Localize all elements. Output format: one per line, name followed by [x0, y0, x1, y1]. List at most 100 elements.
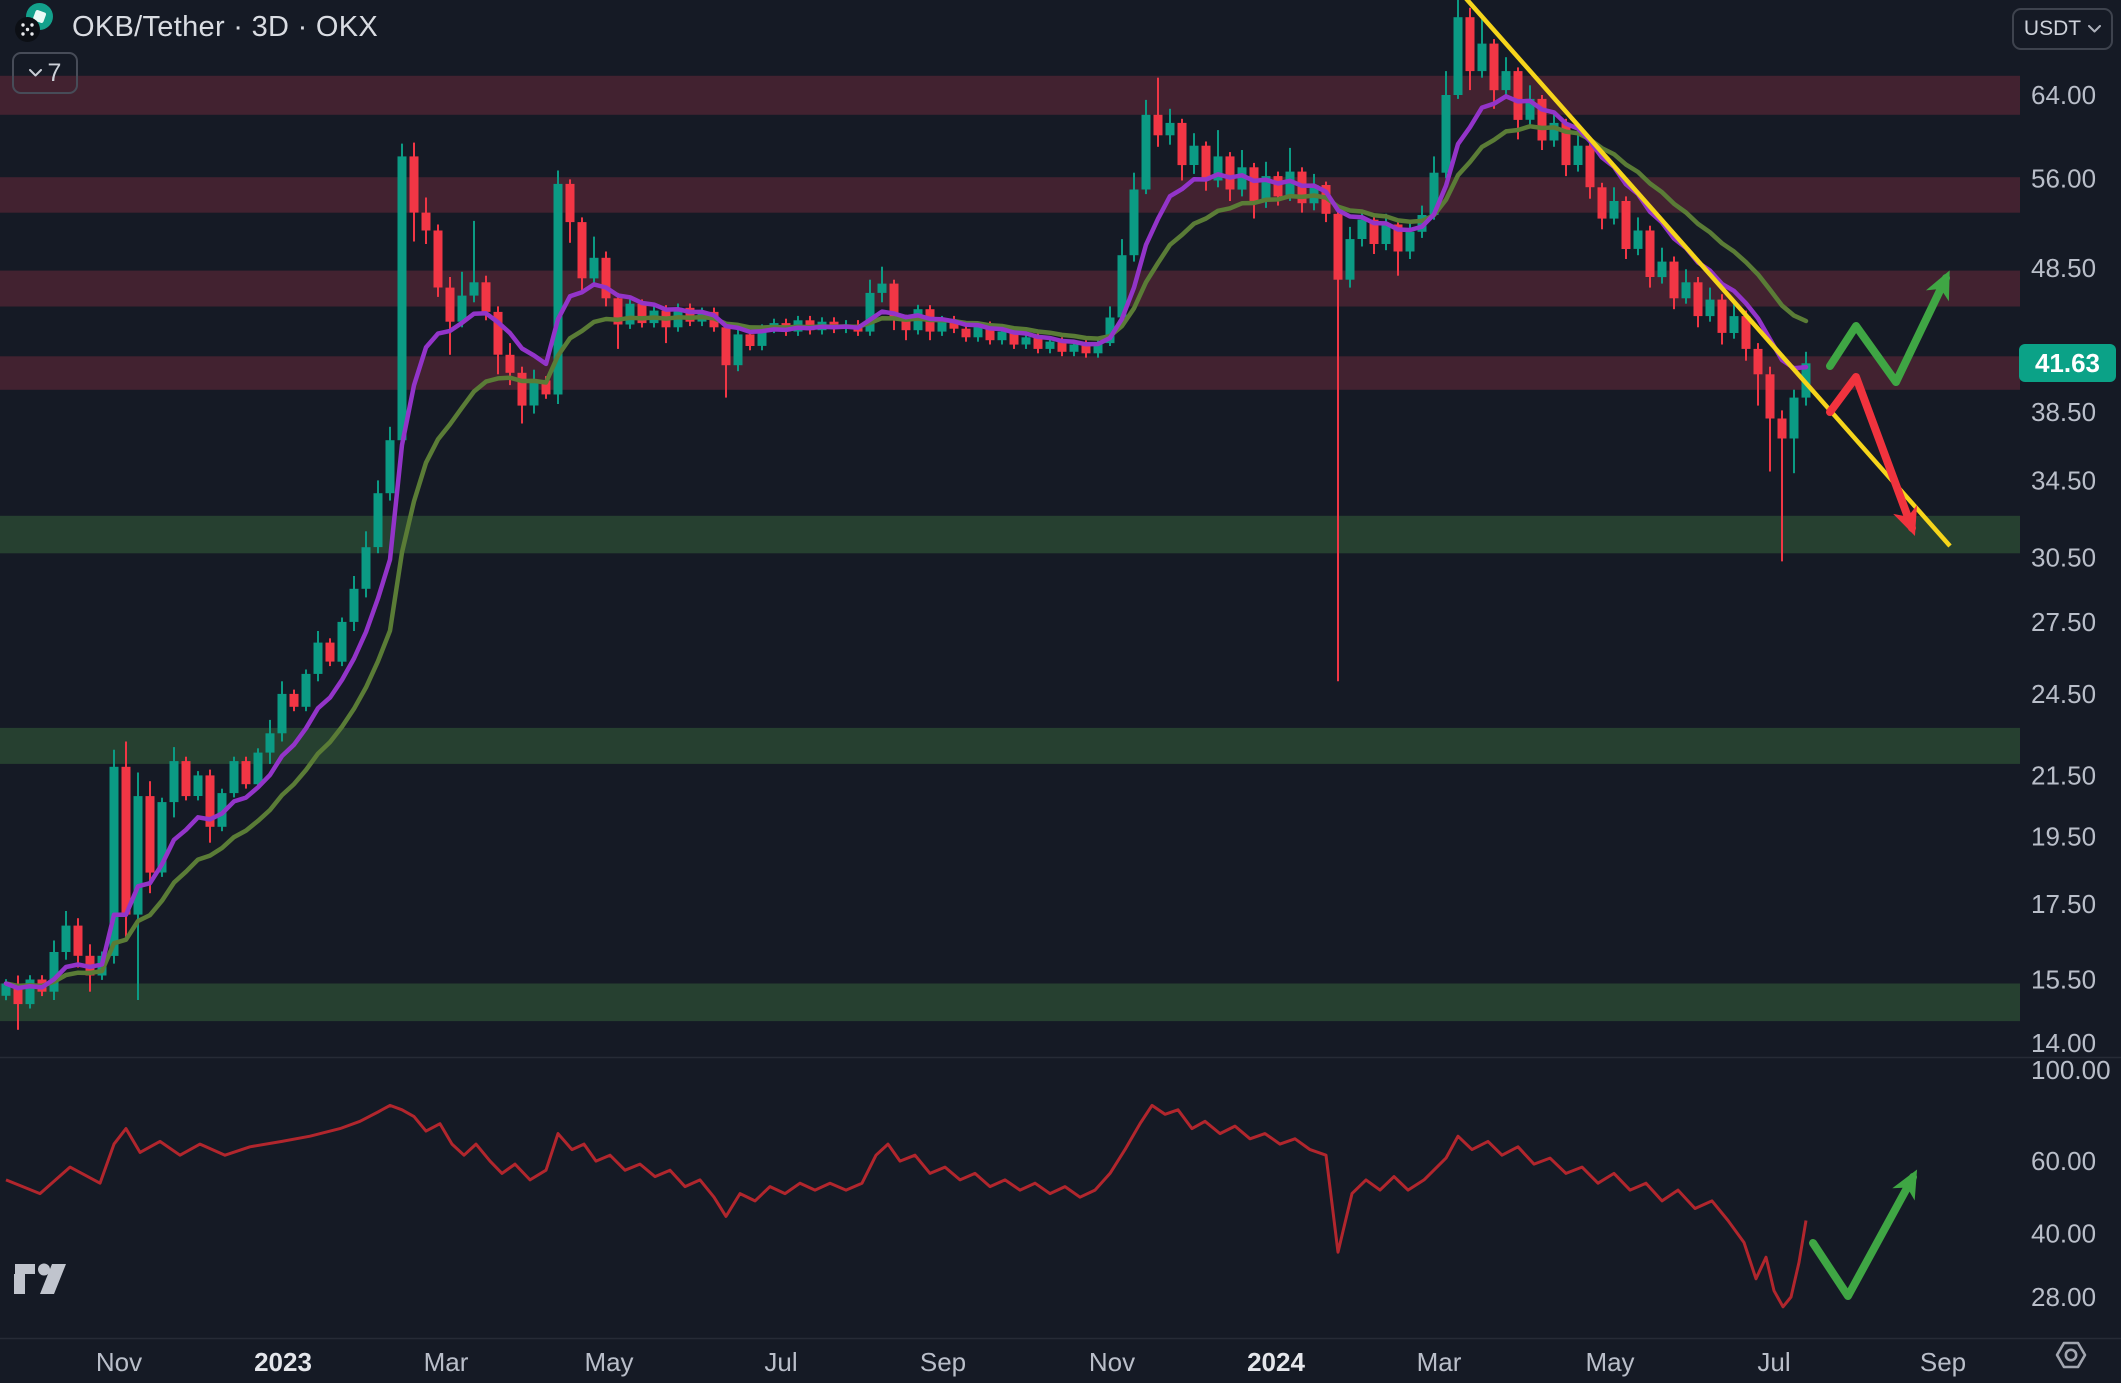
time-axis[interactable]: Nov 2023 Mar May Jul Sep Nov 2024 Mar May Jul Sep	[96, 1347, 1966, 1377]
trendline[interactable]	[1462, 0, 1952, 548]
candle	[1177, 122, 1187, 166]
candle	[13, 983, 23, 1005]
candle	[733, 334, 743, 366]
candle	[1057, 341, 1067, 352]
drag-handle-icon[interactable]	[15, 17, 40, 42]
price-tick-label: 38.50	[2031, 397, 2096, 427]
candle	[1489, 43, 1499, 91]
candle	[1621, 201, 1631, 249]
price-tick-label: 64.00	[2031, 80, 2096, 110]
candle	[1, 983, 11, 996]
rsi-tick-label: 40.00	[2031, 1218, 2096, 1248]
candle	[481, 282, 491, 312]
candle	[1789, 397, 1799, 439]
candle	[1201, 145, 1211, 181]
candle	[73, 925, 83, 956]
candle	[1693, 282, 1703, 317]
candle	[961, 328, 971, 338]
price-tick-label: 56.00	[2031, 163, 2096, 193]
rsi-tick-label: 28.00	[2031, 1282, 2096, 1312]
candle	[1285, 171, 1295, 197]
candle	[1753, 348, 1763, 375]
candle	[193, 775, 203, 796]
candle	[949, 320, 959, 329]
candle	[445, 287, 455, 322]
candle	[685, 307, 695, 322]
currency-dropdown-button[interactable]: USDT	[2012, 8, 2113, 50]
candle	[613, 298, 623, 325]
candle	[937, 320, 947, 332]
candle	[493, 311, 503, 355]
candle	[1417, 215, 1427, 232]
candle	[1273, 176, 1283, 197]
candle	[433, 230, 443, 288]
time-tick-label: Mar	[424, 1347, 469, 1377]
candle	[1393, 224, 1403, 252]
candle	[1069, 344, 1079, 352]
resistance-zone[interactable]	[0, 177, 2020, 213]
candle	[277, 693, 287, 734]
candle	[1261, 176, 1271, 201]
price-tick-label: 24.50	[2031, 679, 2096, 709]
candle	[541, 380, 551, 395]
resistance-zone[interactable]	[0, 75, 2020, 115]
price-tick-label: 48.50	[2031, 253, 2096, 283]
candle	[265, 733, 275, 753]
candle	[253, 752, 263, 785]
candle	[1369, 219, 1379, 244]
candle	[49, 952, 59, 992]
candle	[1381, 224, 1391, 244]
candle	[421, 212, 431, 231]
price-axis[interactable]: 64.00 56.00 48.50 38.50 34.50 30.50 27.50 24.50…	[2031, 80, 2111, 1312]
candlestick-series	[1, 0, 1811, 1030]
bearish-projection-arrow[interactable]	[1826, 373, 1918, 536]
candle	[1009, 331, 1019, 345]
candle	[313, 642, 323, 674]
symbol-title[interactable]: OKB/Tether · 3D · OKX	[72, 11, 379, 43]
tradingview-logo[interactable]	[14, 1261, 78, 1299]
candle	[409, 156, 419, 213]
candle	[529, 380, 539, 406]
support-zone[interactable]	[0, 983, 2020, 1022]
candle	[61, 925, 71, 952]
candle	[1705, 299, 1715, 317]
candle	[349, 588, 359, 622]
ma-fast-line	[3, 94, 1809, 991]
candle	[973, 325, 983, 338]
indicator-badge[interactable]: 7	[12, 52, 78, 94]
time-tick-label: May	[1585, 1347, 1634, 1377]
candle	[205, 775, 215, 827]
candle	[1165, 122, 1175, 136]
resistance-zone[interactable]	[0, 356, 2020, 390]
candle	[1045, 341, 1055, 349]
candle	[133, 796, 143, 915]
settings-gear-icon[interactable]	[2052, 1336, 2090, 1374]
time-tick-label: 2023	[254, 1347, 312, 1377]
candle	[1117, 255, 1127, 318]
candle	[505, 354, 515, 373]
candle	[373, 493, 383, 548]
candle	[1105, 317, 1115, 344]
candle	[241, 761, 251, 785]
price-tick-label: 15.50	[2031, 965, 2096, 995]
candle	[1405, 231, 1415, 252]
time-tick-label: Sep	[920, 1347, 966, 1377]
chart-header: OKB/Tether · 3D · OKX	[12, 2, 378, 46]
candle	[145, 796, 155, 873]
price-tick-label: 21.50	[2031, 760, 2096, 790]
candle	[589, 257, 599, 279]
candle	[1585, 145, 1595, 188]
rsi-bullish-arrow[interactable]	[1809, 1169, 1918, 1300]
candle	[1345, 239, 1355, 280]
candle	[1537, 98, 1547, 141]
price-tick-label: 19.50	[2031, 821, 2096, 851]
support-zone[interactable]	[0, 515, 2020, 554]
candle	[1141, 114, 1151, 190]
candle	[1021, 337, 1031, 345]
bullish-projection-arrow[interactable]	[1826, 270, 1950, 386]
candle	[553, 183, 563, 395]
currency-label: USDT	[2023, 17, 2082, 40]
chevron-down-icon	[2088, 25, 2102, 33]
price-zones	[0, 75, 2020, 1022]
